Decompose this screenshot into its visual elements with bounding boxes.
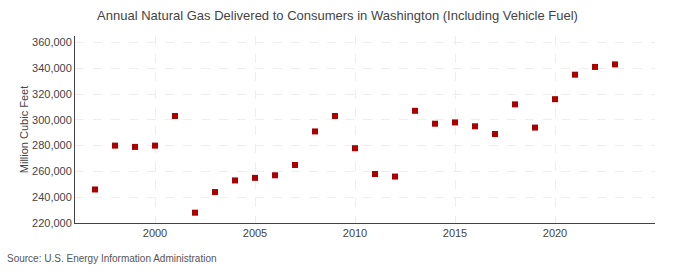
svg-text:320,000: 320,000 bbox=[32, 88, 72, 100]
svg-text:2020: 2020 bbox=[543, 227, 567, 239]
svg-text:240,000: 240,000 bbox=[32, 191, 72, 203]
svg-text:Source: U.S. Energy Informatio: Source: U.S. Energy Information Administ… bbox=[7, 253, 217, 264]
svg-text:220,000: 220,000 bbox=[32, 217, 72, 229]
svg-text:340,000: 340,000 bbox=[32, 62, 72, 74]
svg-text:300,000: 300,000 bbox=[32, 114, 72, 126]
svg-text:Annual Natural Gas Delivered t: Annual Natural Gas Delivered to Consumer… bbox=[97, 8, 578, 23]
svg-text:260,000: 260,000 bbox=[32, 165, 72, 177]
svg-text:360,000: 360,000 bbox=[32, 36, 72, 48]
svg-text:2015: 2015 bbox=[443, 227, 467, 239]
svg-text:2000: 2000 bbox=[143, 227, 167, 239]
svg-text:Million Cubic Feet: Million Cubic Feet bbox=[18, 86, 30, 173]
svg-text:2010: 2010 bbox=[343, 227, 367, 239]
svg-text:2005: 2005 bbox=[243, 227, 267, 239]
svg-text:280,000: 280,000 bbox=[32, 139, 72, 151]
